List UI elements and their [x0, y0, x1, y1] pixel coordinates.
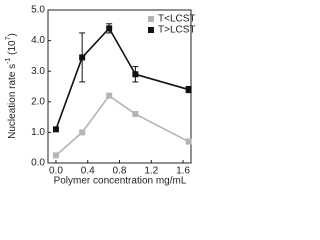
- page: Polymer concentration mg/mL Nucleation r…: [4, 4, 196, 187]
- legend-swatch: [148, 27, 154, 33]
- marker: [79, 54, 86, 61]
- x-tick-label: 0.4: [81, 166, 95, 177]
- marker: [132, 71, 139, 78]
- x-tick-label: 0.0: [49, 166, 63, 177]
- y-tick-label: 3.0: [31, 66, 45, 77]
- y-tick-label: 4.0: [31, 35, 45, 46]
- series-line: [55, 27, 189, 130]
- y-label-part: Nucleation rate s: [7, 64, 18, 139]
- marker: [52, 152, 59, 159]
- x-axis-label: Polymer concentration mg/mL: [54, 176, 187, 187]
- marker: [52, 126, 59, 133]
- marker: [185, 138, 192, 145]
- marker: [106, 92, 113, 99]
- x-tick-label: 1.6: [176, 166, 190, 177]
- legend-label: T>LCST: [158, 25, 196, 36]
- marker: [79, 129, 86, 136]
- legend-label: T<LCST: [158, 14, 196, 25]
- x-tick-label: 0.8: [113, 166, 127, 177]
- series-line: [55, 94, 189, 156]
- y-label-sup: -1: [5, 58, 12, 64]
- y-tick-label: 0.0: [31, 158, 45, 169]
- y-axis-label: Nucleation rate s-1 (107): [5, 33, 18, 139]
- marker: [132, 111, 139, 118]
- marker: [185, 86, 192, 93]
- y-label-part: (10: [7, 40, 18, 58]
- y-label-part: ): [7, 33, 18, 36]
- marker: [106, 25, 113, 32]
- x-tick-label: 1.2: [144, 166, 158, 177]
- chart: Polymer concentration mg/mL Nucleation r…: [5, 5, 196, 187]
- legend-swatch: [148, 16, 154, 22]
- y-tick-label: 1.0: [31, 127, 45, 138]
- y-tick-label: 5.0: [31, 5, 45, 16]
- y-tick-label: 2.0: [31, 96, 45, 107]
- y-label-sup: 7: [5, 36, 12, 40]
